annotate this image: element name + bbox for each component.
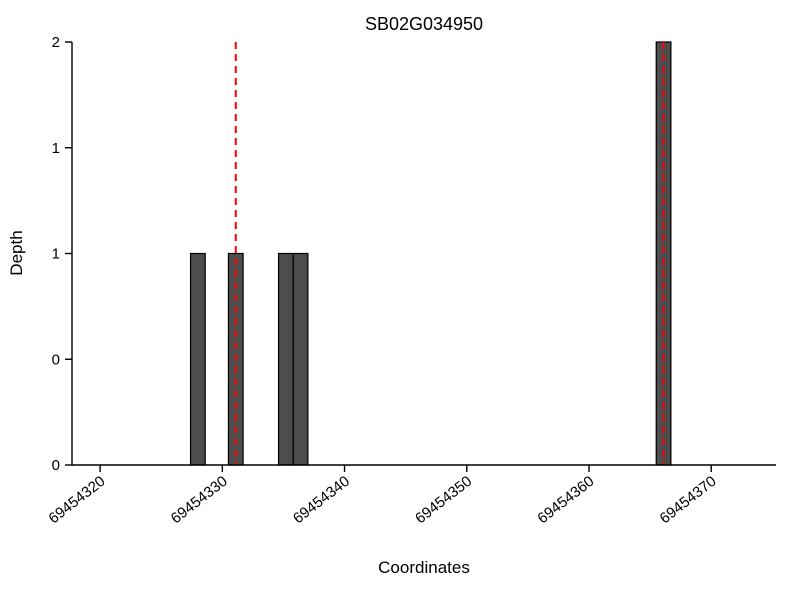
chart-title: SB02G034950 <box>365 14 483 34</box>
y-tick-label: 0 <box>52 351 60 368</box>
y-axis-label: Depth <box>7 230 26 275</box>
x-tick-label: 69454360 <box>534 473 597 527</box>
depth-bar <box>189 252 206 466</box>
y-tick-label: 1 <box>52 246 60 263</box>
x-tick-label: 69454370 <box>657 473 720 527</box>
plot-area: 69454320 69454330 69454340 69454350 69454360… <box>46 34 776 527</box>
x-axis-label: Coordinates <box>378 558 470 577</box>
depth-bar <box>277 252 294 466</box>
x-tick-label: 69454320 <box>46 473 109 527</box>
x-tick-label: 69454350 <box>412 473 475 527</box>
x-tick-label: 69454330 <box>168 473 231 527</box>
x-tick-label: 69454340 <box>290 473 353 527</box>
y-tick-label: 1 <box>52 140 60 157</box>
depth-bar <box>292 252 309 466</box>
y-tick-label: 2 <box>52 34 60 51</box>
y-tick-label: 0 <box>52 457 60 474</box>
